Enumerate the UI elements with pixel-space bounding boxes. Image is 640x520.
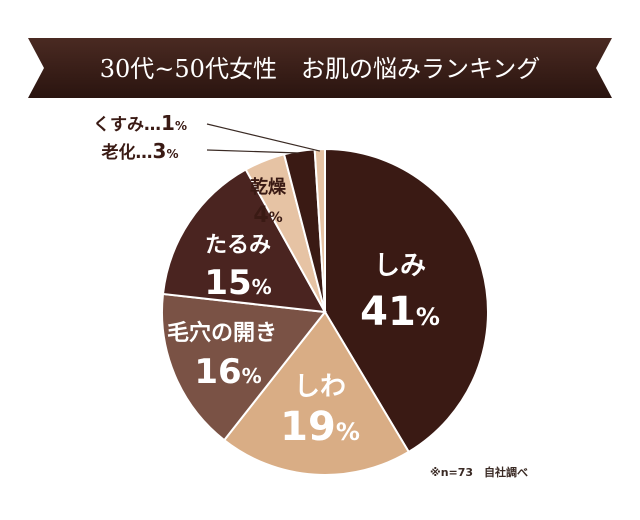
leader-line — [206, 123, 321, 152]
slice-label-name: 毛穴の開き — [167, 320, 277, 346]
slice-label-value: 16% — [194, 352, 261, 392]
slice-label-outside: くすみ…1% — [93, 111, 187, 135]
leader-lines — [206, 123, 321, 154]
pie-slice — [161, 292, 327, 442]
slice-label-value: 41% — [360, 289, 440, 335]
slice-label-name: 乾燥 — [250, 176, 287, 198]
slice-label-name: しみ — [374, 251, 426, 281]
pie-slice — [324, 147, 489, 454]
slice-label-value: 4% — [253, 203, 282, 228]
slice-label-value: 15% — [204, 263, 271, 303]
slice-label-name: しわ — [294, 372, 346, 402]
pie-slices — [161, 147, 489, 476]
pie-slice — [161, 168, 327, 314]
slice-label-value: 19% — [280, 404, 360, 450]
chart-title: 30代~50代女性 お肌の悩みランキング — [100, 55, 540, 83]
slice-label-name: たるみ — [205, 233, 271, 258]
slice-label-outside: 老化…3% — [101, 139, 179, 163]
survey-note: ※n=73 自社調べ — [430, 465, 528, 479]
pie-slice — [222, 310, 411, 476]
title-banner — [28, 38, 612, 98]
leader-line — [206, 149, 300, 154]
